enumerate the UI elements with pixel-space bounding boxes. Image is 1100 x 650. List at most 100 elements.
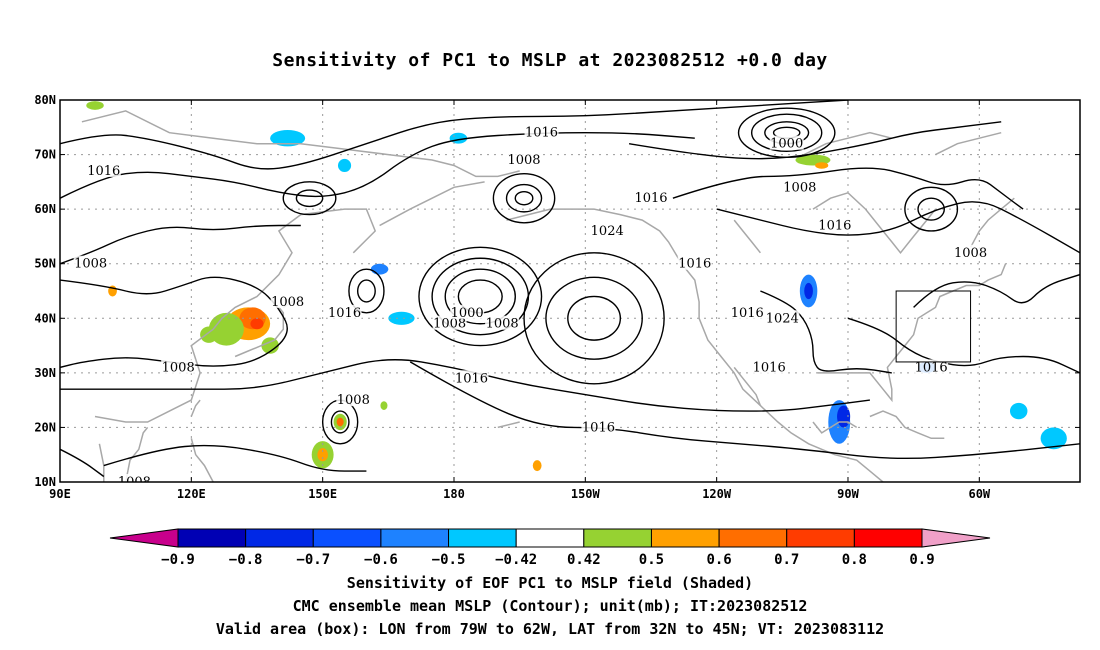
high-pressure-contour xyxy=(523,252,665,385)
contour-label: 1008 xyxy=(271,295,304,310)
figure-title: Sensitivity of PC1 to MSLP at 2023082512… xyxy=(272,50,828,71)
valid-area-box xyxy=(895,290,972,363)
caption-contour: CMC ensemble mean MSLP (Contour); unit(m… xyxy=(292,597,808,615)
map-panel: 1016 1016 1016 1016 1016 1016 1016 1016 1016 1016… xyxy=(34,93,1081,501)
lat-tick-label: 10N xyxy=(34,475,56,489)
colorbar-tick-label: 0.9 xyxy=(909,552,934,568)
map-frame xyxy=(59,99,1081,483)
contour-label-bg xyxy=(454,370,489,385)
isobar xyxy=(60,224,301,265)
contour-label-bg xyxy=(432,315,467,330)
low-pressure-contour xyxy=(444,268,516,325)
coastline xyxy=(81,110,520,178)
isobar xyxy=(409,361,1080,460)
isobar xyxy=(716,201,1080,254)
sensitivity-shade xyxy=(86,101,104,110)
isobar xyxy=(60,100,849,170)
colorbar-tick-label: 0.7 xyxy=(774,552,799,568)
low-pressure-contour xyxy=(418,246,543,347)
isobar xyxy=(760,290,892,374)
lon-tick-label: 180 xyxy=(443,487,465,501)
isobar xyxy=(847,317,1080,374)
colorbar-swatch xyxy=(312,528,382,548)
contour-label: 1016 xyxy=(455,371,488,386)
low-pressure-contour xyxy=(356,279,376,303)
high-pressure-contour xyxy=(567,295,622,341)
colorbar-tick-label: 0.5 xyxy=(639,552,664,568)
isobar xyxy=(60,448,105,478)
sensitivity-shade xyxy=(532,460,542,472)
coastline xyxy=(812,191,937,255)
contour-label: 1008 xyxy=(783,180,816,195)
contour-label-bg xyxy=(270,293,305,308)
lon-tick-label: 120W xyxy=(702,487,732,501)
lat-tick-label: 80N xyxy=(34,93,56,107)
colorbar-swatch xyxy=(786,528,855,548)
low-pressure-contour xyxy=(348,268,385,314)
coastline xyxy=(124,426,149,482)
lon-tick-label: 90W xyxy=(837,487,859,501)
contour-label-bg xyxy=(817,217,852,232)
coastline xyxy=(497,421,520,429)
coastline xyxy=(94,208,377,423)
coastline xyxy=(869,410,945,440)
colorbar-swatch xyxy=(177,528,247,548)
colorbar-tick-label: −0.9 xyxy=(161,552,195,568)
contour-label-bg xyxy=(677,255,712,270)
contour-label: 1016 xyxy=(328,306,361,321)
sensitivity-shade xyxy=(270,130,306,147)
contour-label-bg xyxy=(765,310,800,325)
lon-tick-label: 90E xyxy=(49,487,71,501)
contour-label: 1024 xyxy=(766,311,799,326)
sensitivity-shade xyxy=(380,401,388,410)
colorbar-tick-label: 0.6 xyxy=(706,552,731,568)
caption-shading: Sensitivity of EOF PC1 to MSLP field (Sh… xyxy=(346,574,754,592)
contour-label: 1024 xyxy=(591,224,624,239)
contour-label-bg xyxy=(450,304,485,319)
contour-label: 1008 xyxy=(337,393,370,408)
colorbar-tick-label: −0.5 xyxy=(432,552,466,568)
coastline xyxy=(935,131,1002,156)
low-pressure-contour xyxy=(492,172,556,224)
lon-tick-label: 150E xyxy=(308,487,337,501)
contour-label: 1016 xyxy=(915,360,948,375)
coastline xyxy=(234,306,285,358)
sensitivity-shade xyxy=(261,337,279,354)
contour-label-bg xyxy=(730,304,765,319)
colorbar-swatch xyxy=(650,528,720,548)
low-pressure-contour xyxy=(514,190,534,206)
contour-label-bg xyxy=(485,315,520,330)
map-content: 1016 1016 1016 1016 1016 1016 1016 1016 1016 1016… xyxy=(60,100,1080,482)
colorbar-swatch xyxy=(380,528,450,548)
lon-tick-label: 150W xyxy=(571,487,601,501)
isobar xyxy=(913,273,1080,308)
contour-label: 1008 xyxy=(433,317,466,332)
coastline xyxy=(803,131,892,156)
contour-label: 1016 xyxy=(582,420,615,435)
isobar xyxy=(60,276,288,369)
sensitivity-shade xyxy=(337,158,352,173)
contour-label: 1000 xyxy=(770,137,803,152)
lat-tick-label: 20N xyxy=(34,420,56,434)
low-pressure-contour xyxy=(282,181,337,216)
colorbar-tick-label: 0.42 xyxy=(567,552,601,568)
coastline xyxy=(733,219,761,254)
coastline xyxy=(817,263,1007,403)
sensitivity-shade xyxy=(250,318,264,330)
sensitivity-shade xyxy=(815,162,829,169)
contour-label-bg xyxy=(336,392,371,407)
lat-tick-label: 70N xyxy=(34,148,56,162)
contour-label-bg xyxy=(327,304,362,319)
contour-label-bg xyxy=(769,135,804,150)
contour-label: 1008 xyxy=(162,360,195,375)
contour-label-bg xyxy=(73,255,108,270)
low-pressure-contour xyxy=(917,197,945,221)
low-pressure-contour xyxy=(750,113,823,152)
lat-tick-label: 30N xyxy=(34,366,56,380)
contour-label: 1008 xyxy=(74,257,107,272)
contour-label: 1008 xyxy=(507,153,540,168)
contour-label: 1016 xyxy=(731,306,764,321)
contour-label-bg xyxy=(117,474,152,482)
lon-tick-label: 60W xyxy=(968,487,990,501)
